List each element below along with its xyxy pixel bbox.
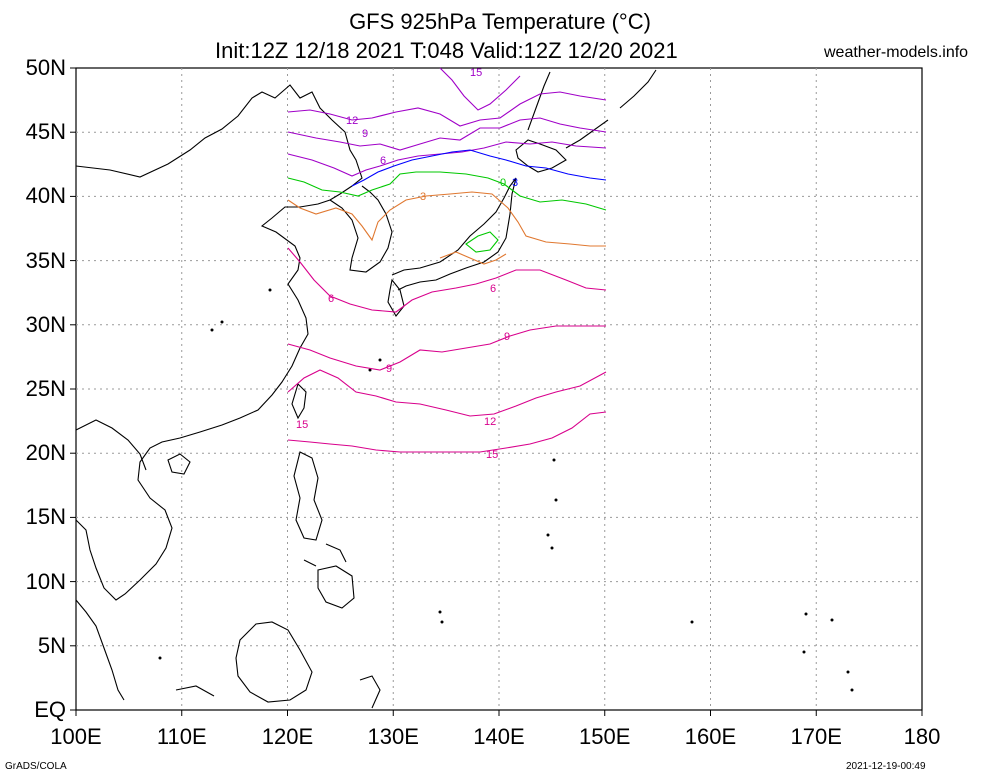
coast-japan-honshu bbox=[391, 177, 517, 291]
latitude-label: 30N bbox=[25, 311, 66, 337]
contour-green-0 bbox=[287, 171, 607, 253]
coast-japan-kyushu bbox=[387, 278, 405, 317]
temperature-contours bbox=[287, 67, 607, 453]
contour-label: 3 bbox=[420, 191, 426, 203]
longitude-label: 160E bbox=[684, 724, 737, 749]
map-title: GFS 925hPa Temperature (°C) bbox=[349, 9, 651, 34]
longitude-label: 180 bbox=[903, 724, 941, 749]
render-timestamp: 2021-12-19-00:49 bbox=[846, 761, 926, 772]
contour-label: 12 bbox=[484, 416, 496, 428]
contour-label: 12 bbox=[346, 115, 358, 127]
coast-korea bbox=[329, 185, 393, 273]
contour-label: 6 bbox=[328, 293, 334, 305]
latitude-label: EQ bbox=[34, 697, 66, 722]
coast-asia-mainland bbox=[75, 84, 363, 601]
contour-magenta-9 bbox=[287, 325, 606, 371]
contour-label: 6 bbox=[490, 283, 496, 295]
contour-label: 15 bbox=[486, 449, 498, 461]
coast-indochina bbox=[75, 419, 147, 471]
longitude-label: 100E bbox=[50, 724, 102, 749]
graticule bbox=[70, 67, 923, 716]
contour-magenta-15 bbox=[287, 411, 607, 453]
latitude-label: 35N bbox=[25, 247, 66, 273]
contour-magenta-6 bbox=[287, 247, 607, 313]
contour-purple-9 bbox=[287, 117, 607, 151]
contour-label: 15 bbox=[296, 419, 308, 431]
grads-credit: GrADS/COLA bbox=[5, 761, 67, 772]
contour-purple-6 bbox=[287, 141, 607, 177]
coast-mindanao bbox=[317, 565, 355, 609]
contour-labels: 15 12 9 6 3 0 3 6 9 9 12 15 15 6 bbox=[296, 67, 518, 461]
coast-sakhalin bbox=[527, 71, 609, 149]
contour-purple-15 bbox=[439, 67, 521, 111]
contour-label: 15 bbox=[470, 67, 482, 79]
contour-label: 6 bbox=[380, 155, 386, 167]
coast-taiwan bbox=[291, 382, 307, 420]
coast-malaya bbox=[75, 599, 125, 701]
latitude-label: 45N bbox=[25, 119, 66, 145]
longitude-label: 130E bbox=[367, 724, 419, 749]
contour-label: 9 bbox=[362, 128, 368, 140]
coast-kamchatka bbox=[619, 69, 657, 109]
latitude-label: 40N bbox=[25, 183, 66, 209]
longitude-label: 150E bbox=[579, 724, 631, 749]
longitude-label: 120E bbox=[261, 724, 314, 749]
map-subtitle: Init:12Z 12/18 2021 T:048 Valid:12Z 12/2… bbox=[215, 38, 678, 63]
contour-label: 3 bbox=[512, 177, 518, 189]
coast-borneo bbox=[235, 621, 313, 703]
contour-purple-12 bbox=[287, 91, 607, 127]
coast-visayas bbox=[303, 543, 347, 567]
latitude-label: 10N bbox=[25, 568, 66, 594]
contour-magenta-12 bbox=[287, 369, 607, 417]
latitude-label: 50N bbox=[25, 55, 66, 80]
latitude-label: 20N bbox=[25, 440, 66, 466]
longitude-label: 110E bbox=[156, 724, 207, 749]
contour-label: 9 bbox=[386, 363, 392, 375]
site-credit: weather-models.info bbox=[824, 44, 969, 61]
coastlines bbox=[75, 69, 657, 709]
contour-label: 0 bbox=[500, 177, 506, 189]
latitude-label: 5N bbox=[37, 632, 66, 658]
longitude-label: 170E bbox=[790, 724, 842, 749]
coast-hainan bbox=[167, 453, 191, 475]
longitude-label: 140E bbox=[473, 724, 525, 749]
latitude-label: 25N bbox=[25, 376, 66, 401]
contour-blue-3 bbox=[351, 149, 607, 187]
latitude-label: 15N bbox=[25, 504, 66, 530]
contour-orange-3 bbox=[287, 191, 606, 265]
coast-sulawesi bbox=[175, 675, 381, 709]
islands bbox=[158, 288, 854, 692]
contour-label: 9 bbox=[504, 331, 510, 343]
coast-japan-hokkaido bbox=[515, 139, 567, 173]
coast-luzon bbox=[293, 451, 323, 541]
